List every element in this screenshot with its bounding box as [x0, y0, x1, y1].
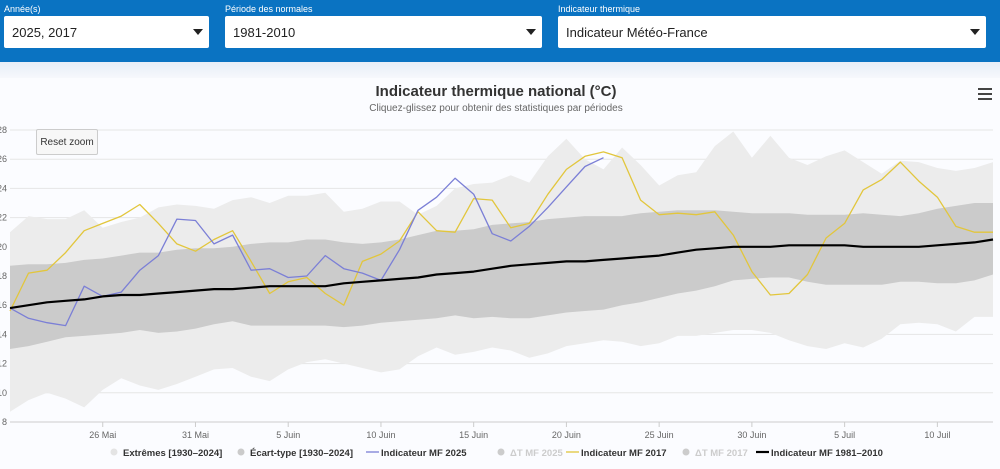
- period-filter: Période des normales 1981-2010: [225, 4, 542, 48]
- legend-symbol: [682, 448, 690, 456]
- series-mf-1981-2010-line[interactable]: [9, 238, 994, 310]
- chevron-down-icon: [970, 29, 980, 35]
- x-tick-label: 5 Juin: [276, 430, 300, 440]
- x-tick-label: 25 Juin: [645, 430, 674, 440]
- year-filter: Année(s) 2025, 2017: [4, 4, 209, 48]
- period-select-value: 1981-2010: [233, 24, 296, 40]
- legend-label: Écart-type [1930–2024]: [250, 448, 353, 459]
- period-filter-label: Période des normales: [225, 4, 313, 14]
- series-mf-2017-line[interactable]: [9, 151, 993, 312]
- areas: [10, 131, 993, 412]
- x-tick-label: 31 Mai: [182, 430, 209, 440]
- legend: Extrêmes [1930–2024] Écart-type [1930–202…: [110, 448, 883, 459]
- lines: [9, 151, 994, 327]
- y-tick-label: 12: [0, 359, 7, 369]
- indicator-select[interactable]: Indicateur Météo-France: [558, 16, 986, 48]
- legend-item[interactable]: Indicateur MF 1981–2010: [756, 448, 883, 459]
- legend-item[interactable]: Indicateur MF 2025: [366, 448, 467, 459]
- chart-top-band: [0, 62, 1000, 78]
- x-tick-label: 30 Juin: [737, 430, 766, 440]
- y-tick-label: 8: [2, 417, 7, 427]
- x-tick-label: 26 Mai: [89, 430, 116, 440]
- x-tick-label: 5 Juil: [834, 430, 855, 440]
- filter-bar: Année(s) 2025, 2017 Période des normales…: [0, 0, 1000, 62]
- legend-item[interactable]: Extrêmes [1930–2024]: [110, 448, 223, 459]
- legend-item[interactable]: ΔT MF 2025: [497, 448, 564, 459]
- x-tick-label: 15 Juin: [459, 430, 488, 440]
- y-tick-label: 28: [0, 125, 7, 135]
- axes: 8 10 12 14 16 18 20 22 24 26 28 26 Mai 31 Mai 5 Juin 1…: [0, 125, 993, 440]
- legend-label: ΔT MF 2025: [510, 448, 563, 459]
- legend-label: Indicateur MF 1981–2010: [771, 448, 883, 459]
- y-tick-label: 22: [0, 213, 7, 223]
- legend-item[interactable]: ΔT MF 2017: [682, 448, 748, 459]
- y-tick-label: 26: [0, 154, 7, 164]
- indicator-select-value: Indicateur Météo-France: [566, 24, 708, 40]
- legend-symbol: [237, 448, 245, 456]
- hamburger-menu-icon[interactable]: [978, 88, 992, 100]
- y-tick-label: 20: [0, 242, 7, 252]
- chevron-down-icon: [193, 29, 203, 35]
- year-select-value: 2025, 2017: [12, 24, 78, 40]
- legend-label: Indicateur MF 2025: [381, 448, 467, 459]
- legend-symbol: [110, 448, 118, 456]
- legend-label: Extrêmes [1930–2024]: [123, 448, 222, 459]
- x-tick-label: 10 Juil: [924, 430, 950, 440]
- year-select[interactable]: 2025, 2017: [4, 16, 209, 48]
- indicator-filter: Indicateur thermique Indicateur Météo-Fr…: [558, 4, 986, 48]
- y-tick-label: 14: [0, 329, 7, 339]
- indicator-filter-label: Indicateur thermique: [558, 4, 641, 14]
- legend-item[interactable]: Écart-type [1930–2024]: [237, 448, 353, 459]
- legend-label: ΔT MF 2017: [695, 448, 748, 459]
- y-tick-label: 18: [0, 271, 7, 281]
- chart-title: Indicateur thermique national (°C): [375, 83, 616, 100]
- reset-zoom-button[interactable]: Reset zoom: [36, 129, 98, 155]
- chart-subtitle: Cliquez-glissez pour obtenir des statist…: [369, 103, 622, 114]
- x-tick-label: 10 Juin: [366, 430, 395, 440]
- period-select[interactable]: 1981-2010: [225, 16, 542, 48]
- x-tick-label: 20 Juin: [552, 430, 581, 440]
- year-filter-label: Année(s): [4, 4, 41, 14]
- y-tick-label: 10: [0, 388, 7, 398]
- legend-symbol: [497, 448, 505, 456]
- legend-item[interactable]: Indicateur MF 2017: [566, 448, 667, 459]
- y-tick-label: 16: [0, 300, 7, 310]
- ecart-type-area: [10, 203, 993, 349]
- chevron-down-icon: [526, 29, 536, 35]
- legend-label: Indicateur MF 2017: [581, 448, 667, 459]
- y-tick-label: 24: [0, 183, 7, 193]
